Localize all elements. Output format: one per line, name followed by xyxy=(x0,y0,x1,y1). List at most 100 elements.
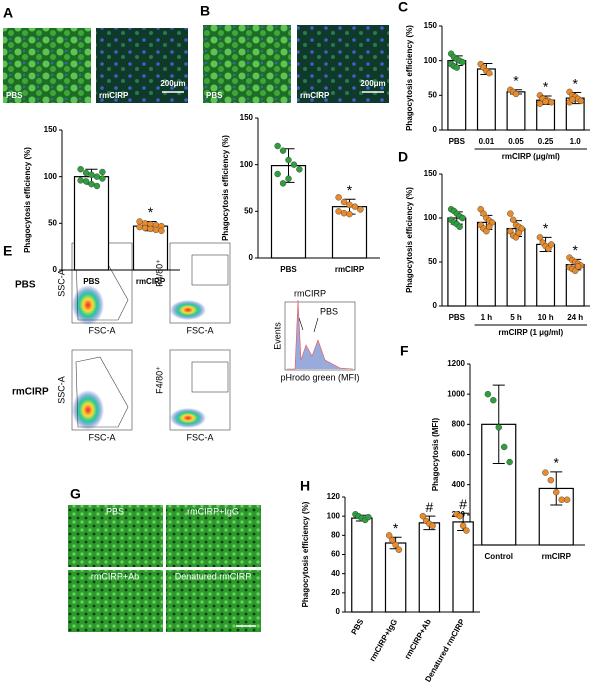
data-point xyxy=(548,241,555,248)
data-point xyxy=(340,198,348,206)
micrograph xyxy=(166,505,261,567)
x-tick-label: PBS xyxy=(349,617,365,636)
data-point xyxy=(77,177,84,184)
data-point xyxy=(99,168,106,176)
data-point xyxy=(569,96,576,103)
data-point xyxy=(158,227,165,235)
x-tick-label: rmCIRP+Ab xyxy=(403,617,433,660)
panel-label: H xyxy=(300,478,310,494)
image-label: rmCIRP+Ab xyxy=(91,571,139,581)
data-point xyxy=(346,210,353,218)
y-tick-label: 20 xyxy=(331,588,340,597)
data-point xyxy=(346,201,353,209)
data-point xyxy=(459,214,466,222)
significance-marker: * xyxy=(347,182,353,198)
data-point xyxy=(486,223,493,231)
data-point xyxy=(542,469,549,476)
data-point xyxy=(453,64,460,71)
y-tick-label: 50 xyxy=(428,257,437,266)
data-point xyxy=(429,522,436,529)
data-point xyxy=(335,194,342,201)
data-point xyxy=(365,513,372,521)
data-point xyxy=(351,203,359,210)
y-tick-label: 150 xyxy=(240,113,254,122)
micrograph xyxy=(68,505,163,567)
legend-label: rmCIRP xyxy=(294,288,326,298)
y-axis-label: Phagocytosis efficiency (%) xyxy=(405,187,414,293)
x-axis-label: rmCIRP (μg/ml) xyxy=(502,152,560,161)
significance-marker: * xyxy=(513,72,519,88)
significance-marker: * xyxy=(572,242,578,258)
data-point xyxy=(147,225,154,233)
image-label: rmCIRP xyxy=(300,91,330,100)
data-point xyxy=(357,206,364,213)
axis-label: F4/80⁺ xyxy=(154,259,164,287)
data-point xyxy=(82,178,90,185)
error-bar xyxy=(550,471,563,506)
bar xyxy=(536,243,556,307)
data-point xyxy=(548,99,555,106)
row-label: PBS xyxy=(15,280,36,291)
axis-label: FSC-A xyxy=(89,325,116,335)
data-point xyxy=(290,161,298,168)
data-point xyxy=(136,223,143,231)
y-axis-label: Phagocytosis efficiency (%) xyxy=(405,25,414,131)
data-point xyxy=(419,512,427,520)
bar xyxy=(384,542,407,613)
data-point xyxy=(274,170,281,178)
significance-marker: * xyxy=(393,520,399,536)
y-axis-label: Phagocytosis efficiency (%) xyxy=(23,147,32,253)
x-tick-label: 1.0 xyxy=(570,137,582,146)
x-tick-label: 0.05 xyxy=(508,137,524,146)
data-point xyxy=(152,226,160,234)
axis-label: F4/80⁺ xyxy=(154,366,164,394)
data-point xyxy=(512,90,520,98)
y-axis-label: Phagocytosis (MFI) xyxy=(431,417,440,491)
y-tick-label: 100 xyxy=(424,213,438,222)
x-tick-label: 1 h xyxy=(481,313,493,322)
x-tick-label: 0.01 xyxy=(479,137,495,146)
data-point xyxy=(88,180,95,188)
y-tick-label: 600 xyxy=(452,450,466,459)
data-point xyxy=(93,182,101,190)
data-point xyxy=(279,180,287,187)
micrograph xyxy=(297,25,389,103)
axis-label: FSC-A xyxy=(187,432,214,442)
significance-marker: * xyxy=(554,455,560,471)
data-point xyxy=(507,210,514,217)
micrograph xyxy=(166,570,261,632)
row-label: rmCIRP xyxy=(12,387,49,398)
x-tick-label: rmCIRP+IgG xyxy=(368,618,399,664)
data-point xyxy=(385,532,393,539)
data-point xyxy=(515,229,523,237)
y-tick-label: 0 xyxy=(433,301,438,310)
data-point xyxy=(490,397,497,404)
panel-label: A xyxy=(3,5,13,21)
data-point xyxy=(486,69,493,77)
panel-label: F xyxy=(400,343,409,359)
significance-marker: # xyxy=(459,496,467,512)
panel-label: D xyxy=(398,149,408,165)
data-point xyxy=(506,458,513,466)
panel-label: C xyxy=(398,0,408,15)
axis-label: pHrodo green (MFI) xyxy=(280,372,359,382)
y-tick-label: 0 xyxy=(249,253,254,262)
axis-label: SSC-A xyxy=(56,376,66,404)
x-tick-label: rmCIRP xyxy=(136,277,166,286)
y-tick-label: 100 xyxy=(327,511,341,520)
bar xyxy=(476,221,496,307)
x-tick-label: PBS xyxy=(449,313,466,322)
bar xyxy=(351,517,373,613)
data-point xyxy=(99,175,106,182)
data-point xyxy=(285,175,292,182)
data-point xyxy=(542,98,549,105)
data-point xyxy=(456,512,464,520)
significance-marker: * xyxy=(148,204,154,220)
micrograph xyxy=(68,570,163,632)
significance-marker: * xyxy=(572,75,578,91)
y-tick-label: 50 xyxy=(48,218,57,227)
data-point xyxy=(296,166,303,173)
data-point xyxy=(274,142,281,150)
data-point xyxy=(88,171,95,179)
data-point xyxy=(563,496,571,503)
